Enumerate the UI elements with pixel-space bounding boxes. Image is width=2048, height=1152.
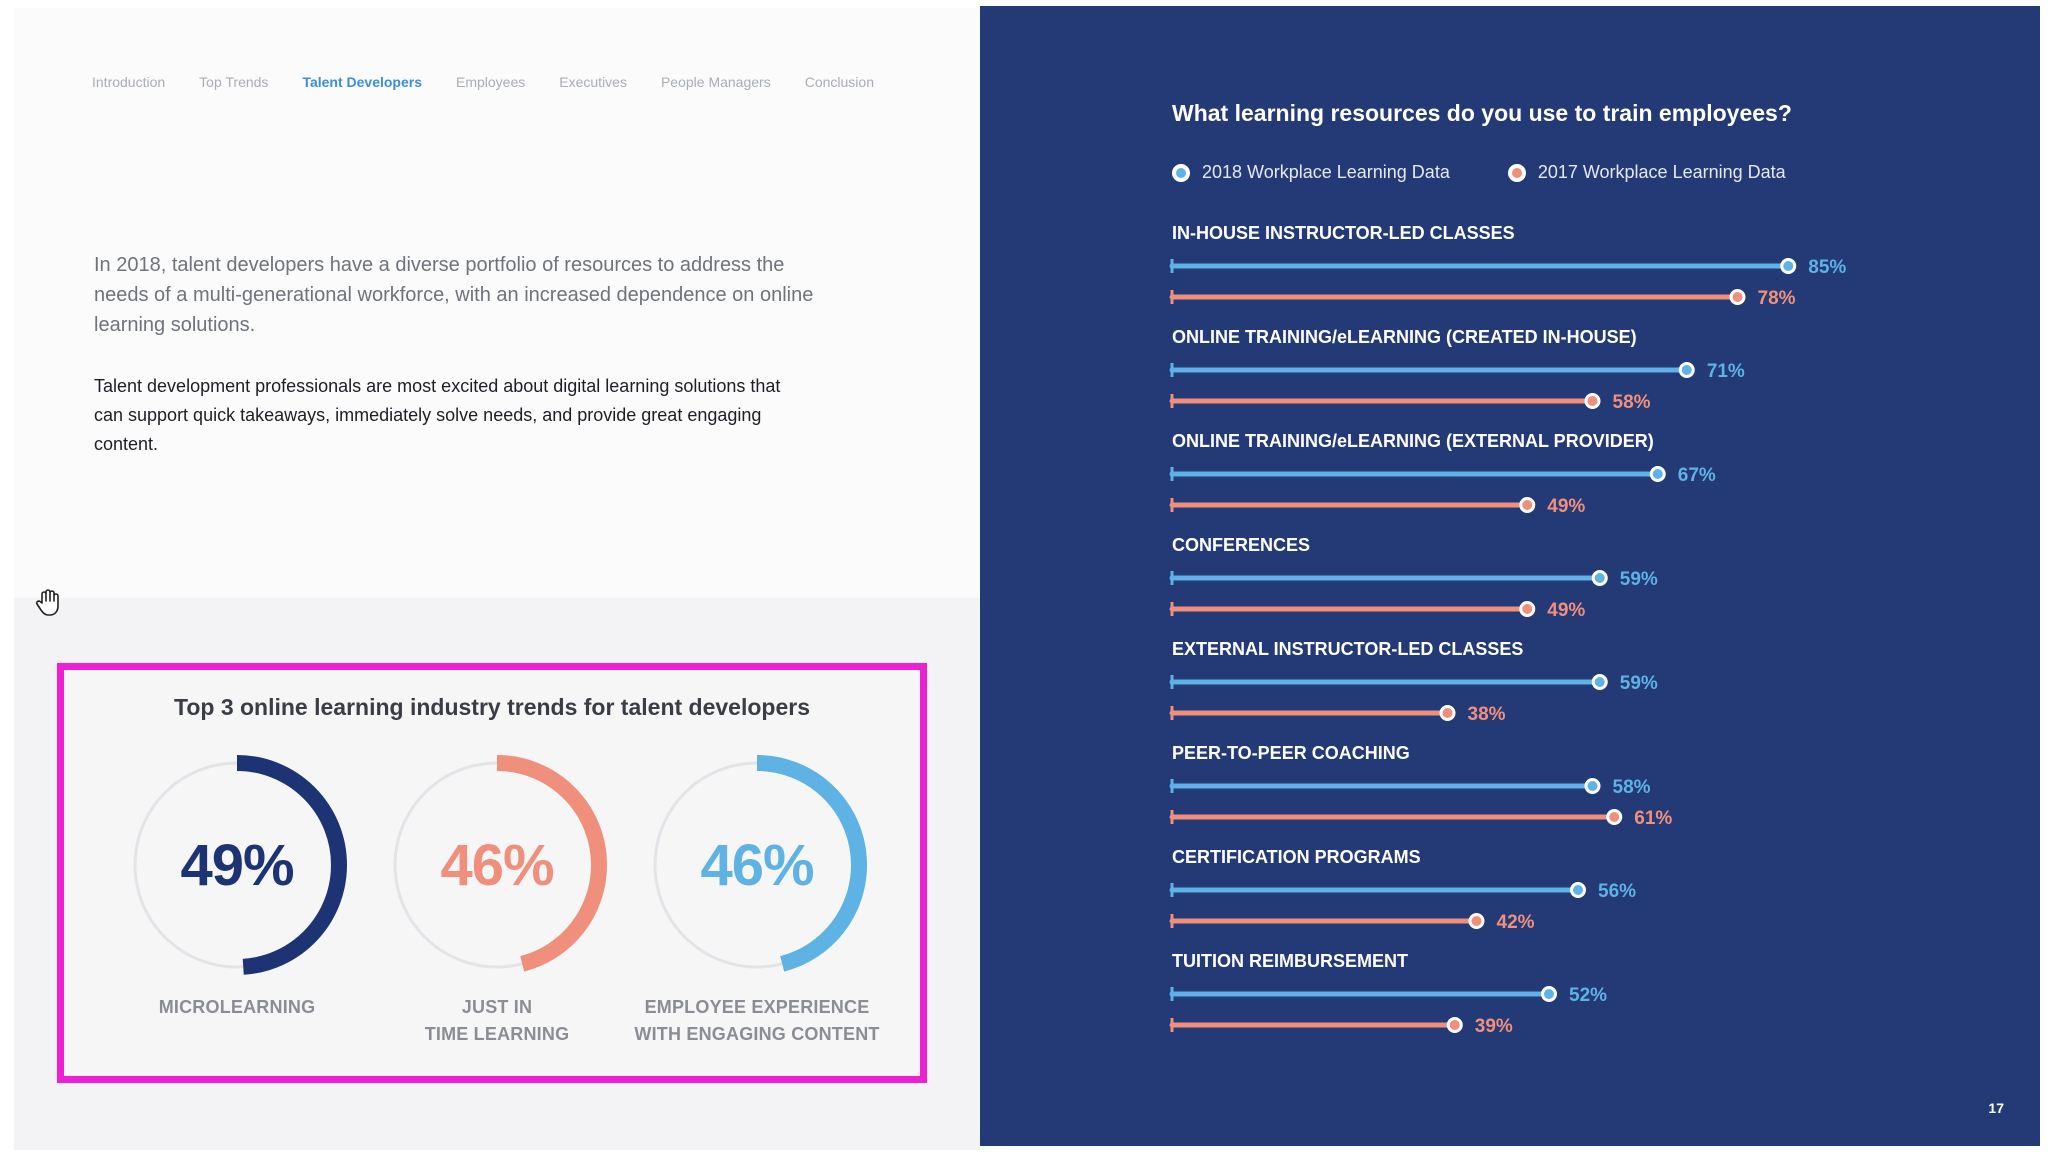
bar-end-marker (1471, 916, 1482, 926)
donut-just-in-time: 46% JUST IN TIME LEARNING (382, 750, 612, 1048)
legend-label-2017: 2017 Workplace Learning Data (1537, 162, 1786, 182)
donut-employee-experience: 46% EMPLOYEE EXPERIENCE WITH ENGAGING CO… (634, 750, 879, 1048)
bar-end-marker (1587, 781, 1598, 791)
bar-end-marker (1522, 500, 1533, 510)
donut-label-line: WITH ENGAGING CONTENT (634, 1024, 880, 1044)
bar-value-label: 58% (1613, 392, 1651, 413)
bar-value-label: 38% (1468, 704, 1506, 725)
donut-microlearning: 49% MICROLEARNING (122, 750, 352, 1021)
category-label: CERTIFICATION PROGRAMS (1172, 847, 1421, 867)
category-label: TUITION REIMBURSEMENT (1172, 951, 1408, 971)
right-page: IN-HOUSE INSTRUCTOR-LED CLASSES 85% 78% ONL… (980, 6, 2040, 1146)
bar-end-marker (1609, 812, 1620, 822)
nav-item-people-managers[interactable]: People Managers (660, 74, 771, 90)
category-label: ONLINE TRAINING/eLEARNING (EXTERNAL PROV… (1172, 431, 1654, 451)
legend-item-2017: 2017 Workplace Learning Data (1507, 162, 1786, 183)
nav-item-employees[interactable]: Employees (456, 74, 526, 90)
bar-value-label: 59% (1620, 673, 1658, 694)
trends-title: Top 3 online learning industry trends fo… (173, 694, 810, 720)
category-label: PEER-TO-PEER COACHING (1172, 743, 1410, 763)
donut-label: EMPLOYEE EXPERIENCE WITH ENGAGING CONTEN… (607, 994, 907, 1048)
page-number: 17 (1988, 1100, 2004, 1116)
donut-ring-microlearning (127, 755, 347, 975)
bar-end-marker (1594, 573, 1605, 583)
bar-chart: IN-HOUSE INSTRUCTOR-LED CLASSES 85% 78% ONL… (1169, 223, 1846, 1037)
bar-end-marker (1442, 708, 1453, 718)
bar-end-marker (1652, 469, 1663, 479)
donut-value: 46% (700, 832, 814, 898)
nav-item-top-trends[interactable]: Top Trends (199, 74, 269, 90)
bar-value-label: 71% (1707, 361, 1745, 382)
category-label: EXTERNAL INSTRUCTOR-LED CLASSES (1172, 639, 1523, 659)
donut-label: JUST IN TIME LEARNING (382, 994, 612, 1048)
excitement-paragraph: Talent development professionals are mos… (94, 376, 781, 454)
bar-value-label: 67% (1678, 465, 1716, 486)
nav-item-introduction[interactable]: Introduction (92, 74, 166, 90)
bar-end-marker (1732, 292, 1743, 302)
category-label: ONLINE TRAINING/eLEARNING (CREATED IN-HO… (1172, 327, 1637, 347)
legend-dot-2017 (1507, 163, 1526, 182)
bar-end-marker (1449, 1020, 1460, 1030)
section-nav: Introduction Top Trends Talent Developer… (92, 74, 908, 90)
hand-cursor-icon (32, 586, 64, 618)
legend-item-2018: 2018 Workplace Learning Data (1172, 162, 1450, 183)
category-label: IN-HOUSE INSTRUCTOR-LED CLASSES (1172, 223, 1515, 243)
donut-label: MICROLEARNING (122, 994, 352, 1021)
chart-title: What learning resources do you use to tr… (1172, 100, 1792, 126)
legend-label-2018: 2018 Workplace Learning Data (1202, 162, 1450, 182)
bar-value-label: 61% (1634, 808, 1672, 829)
donut-ring-employee-experience (647, 755, 867, 975)
bar-end-marker (1783, 261, 1794, 271)
bar-end-marker (1587, 396, 1598, 406)
bar-end-marker (1544, 989, 1554, 999)
donut-value: 46% (440, 832, 554, 898)
donut-label-line: TIME LEARNING (424, 1024, 570, 1044)
donut-arc (127, 755, 347, 975)
intro-paragraph: In 2018, talent developers have a divers… (94, 254, 814, 336)
donut-label-line: EMPLOYEE EXPERIENCE (644, 997, 870, 1017)
bar-value-label: 49% (1547, 600, 1585, 621)
bar-value-label: 56% (1598, 881, 1636, 902)
bar-value-label: 39% (1475, 1016, 1513, 1037)
bar-end-marker (1522, 604, 1533, 614)
legend-dot-2018 (1172, 163, 1190, 182)
donut-ring-just-in-time (387, 755, 607, 975)
nav-item-talent-developers[interactable]: Talent Developers (302, 74, 422, 90)
donut-value: 49% (180, 832, 294, 898)
donut-arc (387, 755, 607, 975)
bar-value-label: 58% (1613, 777, 1651, 798)
trends-highlight-box: Top 3 online learning industry trends fo… (57, 663, 927, 1083)
donut-label-line: MICROLEARNING (158, 997, 316, 1017)
bar-value-label: 78% (1758, 288, 1796, 309)
bar-end-marker (1681, 365, 1692, 375)
category-label: CONFERENCES (1172, 535, 1310, 555)
left-page-upper (14, 8, 980, 598)
bar-value-label: 52% (1569, 985, 1607, 1006)
left-page: Introduction Top Trends Talent Developer… (14, 8, 980, 1150)
chart-legend: 2018 Workplace Learning Data 2017 Workpl… (1172, 162, 1844, 183)
donut-label-line: JUST IN (461, 997, 533, 1017)
bar-value-label: 85% (1808, 257, 1846, 278)
bar-end-marker (1594, 677, 1605, 687)
bar-value-label: 49% (1547, 496, 1585, 517)
nav-item-conclusion[interactable]: Conclusion (804, 74, 874, 90)
bar-end-marker (1573, 885, 1583, 895)
donut-arc (647, 755, 867, 975)
nav-item-executives[interactable]: Executives (559, 74, 627, 90)
bar-value-label: 59% (1620, 569, 1658, 590)
bar-value-label: 42% (1497, 912, 1535, 933)
